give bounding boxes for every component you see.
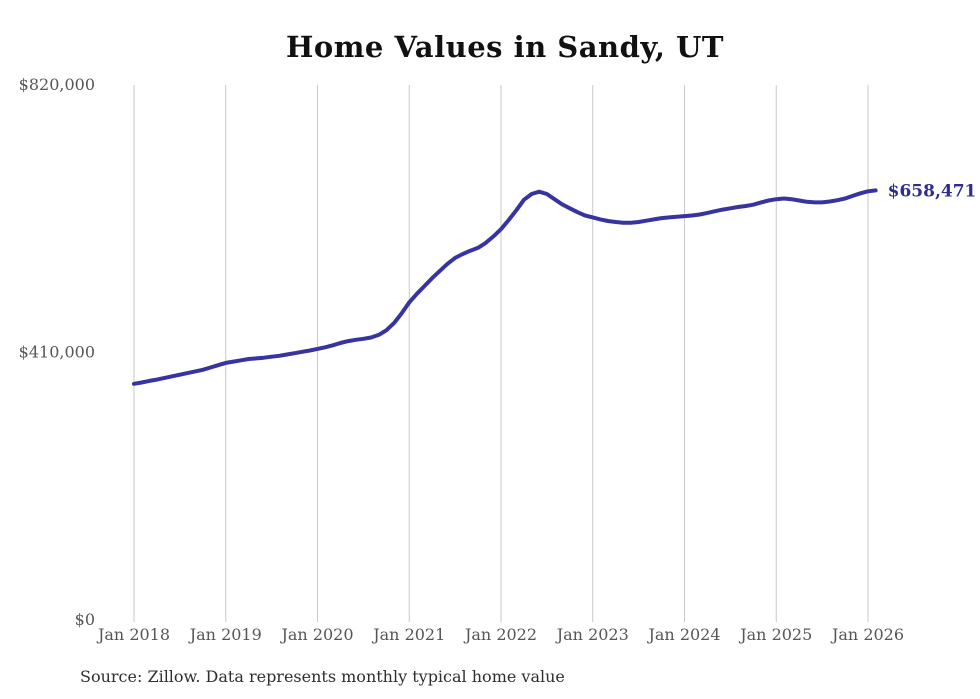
x-tick-label: Jan 2024 [646,625,720,644]
y-tick-label: $820,000 [19,75,95,94]
chart-title: Home Values in Sandy, UT [285,30,724,64]
x-tick-label: Jan 2025 [738,625,812,644]
x-tick-label: Jan 2018 [96,625,170,644]
value-line [132,188,878,386]
y-axis-labels: $0 $410,000 $820,000 [19,75,95,629]
end-value-label: $658,471 [888,181,977,201]
gridlines-group [133,85,869,622]
x-tick-label: Jan 2019 [188,625,262,644]
x-tick-label: Jan 2022 [463,625,537,644]
x-tick-label: Jan 2023 [555,625,629,644]
y-tick-label: $410,000 [19,343,95,362]
x-tick-label: Jan 2020 [279,625,353,644]
source-note: Source: Zillow. Data represents monthly … [80,667,565,686]
x-tick-label: Jan 2026 [830,625,904,644]
x-axis-labels: Jan 2018 Jan 2019 Jan 2020 Jan 2021 Jan 2022… [96,625,904,644]
x-tick-label: Jan 2021 [371,625,445,644]
y-tick-label: $0 [75,610,95,629]
